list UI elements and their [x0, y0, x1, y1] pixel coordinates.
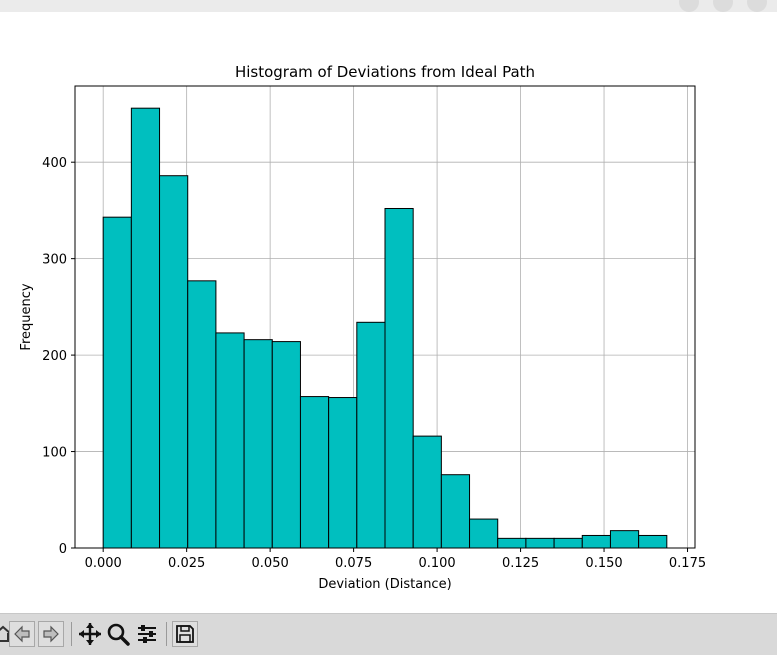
histogram-bar [609, 530, 640, 549]
y-axis-ticks: 0 100 200 300 400 [42, 156, 75, 557]
histogram-bar [271, 341, 301, 549]
histogram-bar [412, 435, 442, 549]
histogram-bar [440, 474, 471, 549]
histogram-bar [384, 207, 414, 549]
histogram-bar [497, 537, 527, 549]
histogram-bar [243, 339, 273, 549]
histogram-bar [215, 332, 245, 549]
maximize-icon[interactable] [713, 0, 733, 12]
toolbar-separator [166, 622, 167, 646]
x-tick-label: 0.150 [585, 556, 622, 571]
histogram-bar [525, 537, 555, 549]
y-tick-label: 300 [42, 253, 67, 268]
pan-icon[interactable] [77, 621, 103, 647]
x-tick-label: 0.175 [669, 556, 706, 571]
histogram-bar [102, 216, 132, 549]
x-tick-label: 0.050 [252, 556, 289, 571]
y-tick-label: 400 [42, 156, 67, 171]
histogram-bar [299, 396, 330, 549]
histogram-bar [356, 321, 386, 549]
histogram-bar [553, 537, 583, 549]
zoom-icon[interactable] [105, 621, 131, 647]
y-axis-label: Frequency [19, 283, 34, 350]
histogram-bar [328, 397, 358, 549]
x-axis-ticks: 0.000 0.025 0.050 0.075 0.100 0.125 0.150 0.175 [85, 548, 706, 571]
histogram-bar [638, 534, 668, 549]
home-icon[interactable] [0, 621, 16, 647]
minimize-icon[interactable] [679, 0, 699, 12]
x-tick-label: 0.000 [85, 556, 122, 571]
x-axis-label: Deviation (Distance) [318, 577, 451, 592]
back-icon[interactable] [9, 621, 35, 647]
histogram-bar [581, 534, 611, 549]
close-icon[interactable] [747, 0, 767, 12]
forward-icon[interactable] [38, 621, 64, 647]
navigation-toolbar [0, 613, 777, 655]
y-tick-label: 0 [59, 542, 67, 557]
histogram-bar [187, 280, 217, 549]
x-tick-label: 0.075 [335, 556, 372, 571]
histogram-bar [159, 175, 189, 549]
toolbar-separator [71, 622, 72, 646]
y-tick-label: 200 [42, 349, 67, 364]
x-tick-label: 0.100 [418, 556, 455, 571]
histogram-bar [130, 107, 161, 549]
histogram-bar [469, 518, 499, 549]
x-tick-label: 0.025 [168, 556, 205, 571]
axes-frame [74, 85, 696, 549]
save-icon[interactable] [172, 621, 198, 647]
bars [102, 107, 668, 549]
histogram-chart: 0.000 0.025 0.050 0.075 0.100 0.125 0.150 0.175… [0, 12, 777, 612]
chart-title: Histogram of Deviations from Ideal Path [235, 63, 535, 81]
configure-icon[interactable] [134, 621, 160, 647]
x-tick-label: 0.125 [502, 556, 539, 571]
y-tick-label: 100 [42, 446, 67, 461]
